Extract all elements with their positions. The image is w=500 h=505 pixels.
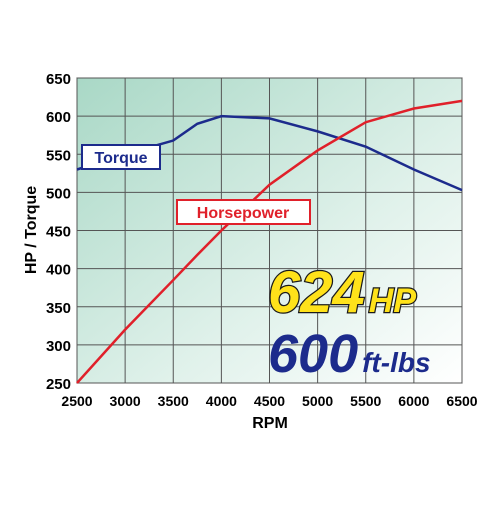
x-tick-label: 3000: [110, 393, 141, 409]
legend-label: Torque: [94, 150, 147, 167]
torque-annotation: 600 ft-lbs: [268, 324, 431, 384]
hp-unit: HP: [369, 282, 417, 320]
y-tick-label: 500: [46, 185, 71, 202]
y-axis-title: HP / Torque: [23, 186, 40, 274]
torque-unit: ft-lbs: [362, 347, 430, 378]
y-tick-label: 250: [46, 376, 71, 393]
legend-box: [176, 199, 311, 225]
x-tick-label: 2500: [61, 393, 92, 409]
hp-annotation: 624 HP: [268, 260, 416, 325]
x-tick-label: 3500: [158, 393, 189, 409]
hp-number: 624: [268, 260, 365, 325]
y-tick-label: 400: [46, 262, 71, 279]
y-tick-label: 650: [46, 71, 71, 88]
y-tick-label: 350: [46, 300, 71, 317]
x-tick-label: 5000: [302, 393, 333, 409]
x-tick-label: 4000: [206, 393, 237, 409]
x-tick-label: 5500: [350, 393, 381, 409]
x-tick-label: 6500: [446, 393, 477, 409]
x-axis-title: RPM: [252, 415, 288, 432]
torque-number: 600: [268, 324, 358, 384]
y-tick-label: 600: [46, 109, 71, 126]
y-tick-label: 300: [46, 338, 71, 355]
y-tick-label: 450: [46, 224, 71, 241]
x-tick-label: 4500: [254, 393, 285, 409]
x-tick-label: 6000: [398, 393, 429, 409]
y-tick-label: 550: [46, 147, 71, 164]
legend-box: [81, 144, 161, 170]
legend-label: Horsepower: [197, 205, 289, 222]
